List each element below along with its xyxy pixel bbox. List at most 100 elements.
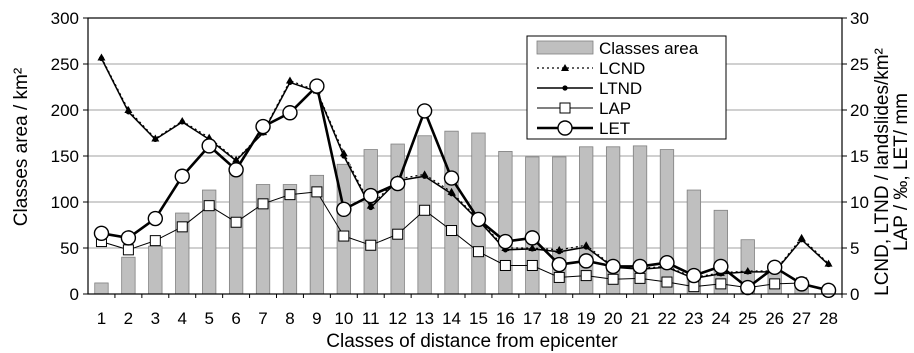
- point-let: [820, 282, 837, 299]
- point-let: [605, 258, 621, 275]
- point-let: [766, 259, 783, 276]
- point-ltnd: [825, 261, 832, 268]
- right-axis-title-line1: LCND, LTND / landslides/km²: [872, 48, 893, 296]
- left-axis-ticks: 0 50 100 150 200 250 300: [51, 9, 88, 304]
- series-line-lap: [101, 191, 829, 291]
- point-let: [336, 201, 352, 218]
- point-let: [443, 170, 460, 186]
- right-tick-label: 5: [850, 239, 859, 258]
- x-tick-label: 11: [362, 309, 380, 328]
- bar-classes-area: [94, 282, 109, 295]
- bar-classes-area: [282, 184, 298, 295]
- right-tick-label: 10: [850, 193, 869, 212]
- point-lap: [176, 221, 188, 233]
- point-ltnd: [556, 249, 562, 255]
- point-lap: [580, 270, 592, 282]
- point-let: [551, 256, 567, 273]
- point-let: [228, 162, 244, 178]
- point-let: [147, 210, 164, 227]
- point-ltnd: [179, 119, 185, 125]
- point-lap: [284, 189, 296, 201]
- bar-classes-area: [390, 143, 405, 295]
- x-axis-title: Classes of distance from epicenter: [326, 331, 618, 352]
- x-tick-label: 12: [388, 309, 407, 328]
- series-line-ltnd: [100, 58, 830, 280]
- point-ltnd: [125, 109, 131, 115]
- point-lap: [257, 198, 269, 210]
- point-ltnd: [583, 244, 589, 250]
- point-lap: [122, 244, 134, 256]
- point-let: [255, 118, 271, 135]
- x-tick-label: 28: [819, 309, 838, 328]
- point-let: [713, 258, 729, 275]
- bar-classes-area: [525, 156, 540, 295]
- left-tick-label: 150: [51, 147, 79, 166]
- x-tick-label: 21: [631, 309, 650, 328]
- point-let: [497, 233, 514, 250]
- legend-label-lcnd: LCND: [599, 59, 645, 78]
- point-lap: [338, 230, 350, 242]
- point-lap: [472, 246, 484, 258]
- bar-classes-area: [228, 172, 244, 295]
- point-let: [416, 103, 433, 119]
- x-tick-label: 18: [550, 309, 569, 328]
- right-tick-label: 25: [850, 55, 869, 74]
- x-tick-label: 26: [765, 309, 784, 328]
- bar-classes-area: [363, 149, 378, 295]
- x-tick-label: 10: [334, 309, 353, 328]
- bar-classes-area: [498, 150, 513, 295]
- point-ltnd: [233, 158, 239, 164]
- x-tick-label: 13: [415, 309, 434, 328]
- series-line-let: [101, 84, 829, 292]
- point-lap: [769, 278, 781, 290]
- point-lap: [446, 225, 458, 237]
- point-lap: [311, 186, 323, 198]
- point-let: [470, 211, 487, 228]
- point-let: [174, 168, 190, 184]
- legend-swatch-classes-area: [536, 40, 594, 55]
- point-let: [93, 225, 110, 241]
- point-lap: [149, 235, 161, 247]
- right-tick-label: 0: [850, 285, 859, 304]
- x-tick-label: 19: [577, 309, 596, 328]
- left-tick-label: 50: [60, 239, 79, 258]
- point-lap: [392, 228, 404, 240]
- left-tick-label: 100: [51, 193, 79, 212]
- right-tick-label: 20: [850, 101, 869, 120]
- right-tick-label: 15: [850, 147, 869, 166]
- legend-label-let: LET: [599, 119, 630, 138]
- point-let: [578, 253, 594, 269]
- point-ltnd: [287, 79, 293, 85]
- legend-marker-lcnd: [561, 64, 569, 71]
- x-tick-label: 17: [523, 309, 542, 328]
- legend-label-lap: LAP: [599, 99, 631, 118]
- point-let: [740, 279, 756, 296]
- legend-marker-ltnd: [562, 85, 568, 91]
- point-let: [309, 78, 325, 94]
- point-lap: [203, 200, 215, 212]
- point-lap: [634, 272, 646, 284]
- point-let: [632, 258, 648, 275]
- point-lap: [419, 204, 431, 216]
- x-tick-label: 24: [711, 309, 730, 328]
- point-let: [659, 255, 675, 271]
- legend-marker-lap: [559, 102, 571, 114]
- point-ltnd: [368, 204, 374, 211]
- x-tick-label: 23: [684, 309, 703, 328]
- point-ltnd: [799, 237, 805, 243]
- point-let: [389, 175, 406, 192]
- x-axis-ticks: 1 2 3 4 5 6 7 8 9 10 11 12 13 14 15 16 17 18 19 20 21 22 23 24 2…: [97, 294, 843, 328]
- bar-classes-area: [444, 130, 459, 295]
- point-lap: [499, 259, 511, 271]
- x-tick-label: 14: [442, 309, 461, 328]
- x-tick-label: 8: [285, 309, 294, 328]
- point-let: [120, 230, 137, 246]
- x-tick-label: 20: [604, 309, 623, 328]
- x-tick-label: 16: [496, 309, 515, 328]
- x-tick-label: 7: [258, 309, 267, 328]
- point-let: [686, 267, 702, 284]
- x-tick-label: 15: [469, 309, 488, 328]
- point-lap: [607, 273, 619, 285]
- x-tick-label: 3: [151, 309, 160, 328]
